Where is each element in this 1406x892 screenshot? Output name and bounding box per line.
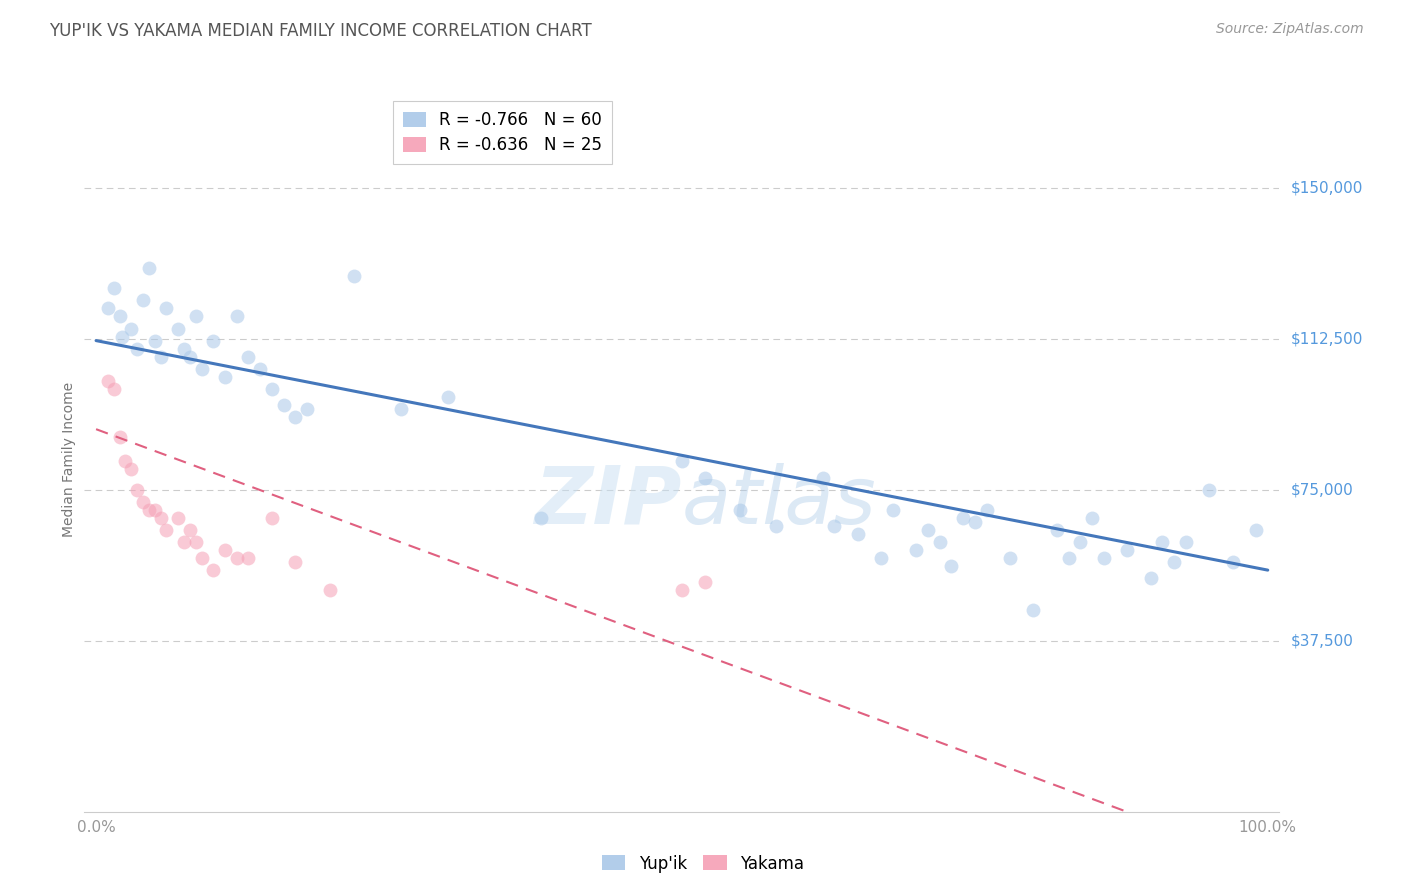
Point [941,559,963,574]
Point [882,502,904,516]
Point [295,402,318,417]
Point [155,523,177,537]
Point [1116,543,1139,558]
Point [179,523,201,537]
Point [132,293,155,308]
Point [167,510,190,524]
Point [167,321,190,335]
Point [143,334,166,348]
Point [928,535,950,549]
Point [695,470,717,484]
Point [190,551,212,566]
Point [273,398,295,412]
Point [1152,535,1174,549]
Y-axis label: Median Family Income: Median Family Income [62,382,76,537]
Point [184,310,207,324]
Point [179,350,201,364]
Point [143,502,166,516]
Point [97,374,120,388]
Point [260,382,283,396]
Point [952,510,974,524]
Point [284,410,307,425]
Point [671,454,693,468]
Point [155,301,177,316]
Text: Source: ZipAtlas.com: Source: ZipAtlas.com [1216,22,1364,37]
Point [238,551,260,566]
Legend: Yup'ik, Yakama: Yup'ik, Yakama [595,848,811,880]
Point [1057,551,1080,566]
Point [127,342,149,356]
Point [730,502,752,516]
Point [108,430,131,444]
Point [111,329,134,343]
Point [1244,523,1267,537]
Text: ZIP: ZIP [534,463,682,541]
Point [671,583,693,598]
Point [1022,603,1045,617]
Point [870,551,893,566]
Point [114,454,136,468]
Text: YUP'IK VS YAKAMA MEDIAN FAMILY INCOME CORRELATION CHART: YUP'IK VS YAKAMA MEDIAN FAMILY INCOME CO… [49,22,592,40]
Point [905,543,928,558]
Point [530,510,553,524]
Point [225,310,247,324]
Point [823,518,845,533]
Point [963,515,986,529]
Point [103,281,125,295]
Point [202,334,225,348]
Point [238,350,260,364]
Point [132,494,155,508]
Point [846,527,869,541]
Point [1139,571,1161,585]
Point [149,510,172,524]
Point [389,402,412,417]
Point [120,321,142,335]
Point [108,310,131,324]
Point [97,301,120,316]
Text: atlas: atlas [682,463,877,541]
Legend: R = -0.766   N = 60, R = -0.636   N = 25: R = -0.766 N = 60, R = -0.636 N = 25 [392,102,613,164]
Point [190,361,212,376]
Point [1092,551,1115,566]
Point [765,518,787,533]
Point [120,462,142,476]
Text: $150,000: $150,000 [1291,180,1362,195]
Point [149,350,172,364]
Point [436,390,458,404]
Point [249,361,271,376]
Point [202,563,225,577]
Point [1174,535,1197,549]
Point [319,583,342,598]
Point [917,523,939,537]
Point [138,502,160,516]
Point [1069,535,1091,549]
Point [343,269,366,284]
Point [214,369,236,384]
Point [260,510,283,524]
Point [225,551,247,566]
Point [138,261,160,276]
Point [127,483,149,497]
Point [1198,483,1220,497]
Point [976,502,998,516]
Point [695,575,717,590]
Text: $37,500: $37,500 [1291,633,1354,648]
Point [214,543,236,558]
Point [998,551,1021,566]
Point [173,342,195,356]
Point [103,382,125,396]
Point [173,535,195,549]
Point [1081,510,1104,524]
Point [811,470,834,484]
Point [1163,555,1185,569]
Point [184,535,207,549]
Text: $112,500: $112,500 [1291,331,1362,346]
Point [1222,555,1244,569]
Point [1046,523,1069,537]
Point [284,555,307,569]
Text: $75,000: $75,000 [1291,482,1354,497]
